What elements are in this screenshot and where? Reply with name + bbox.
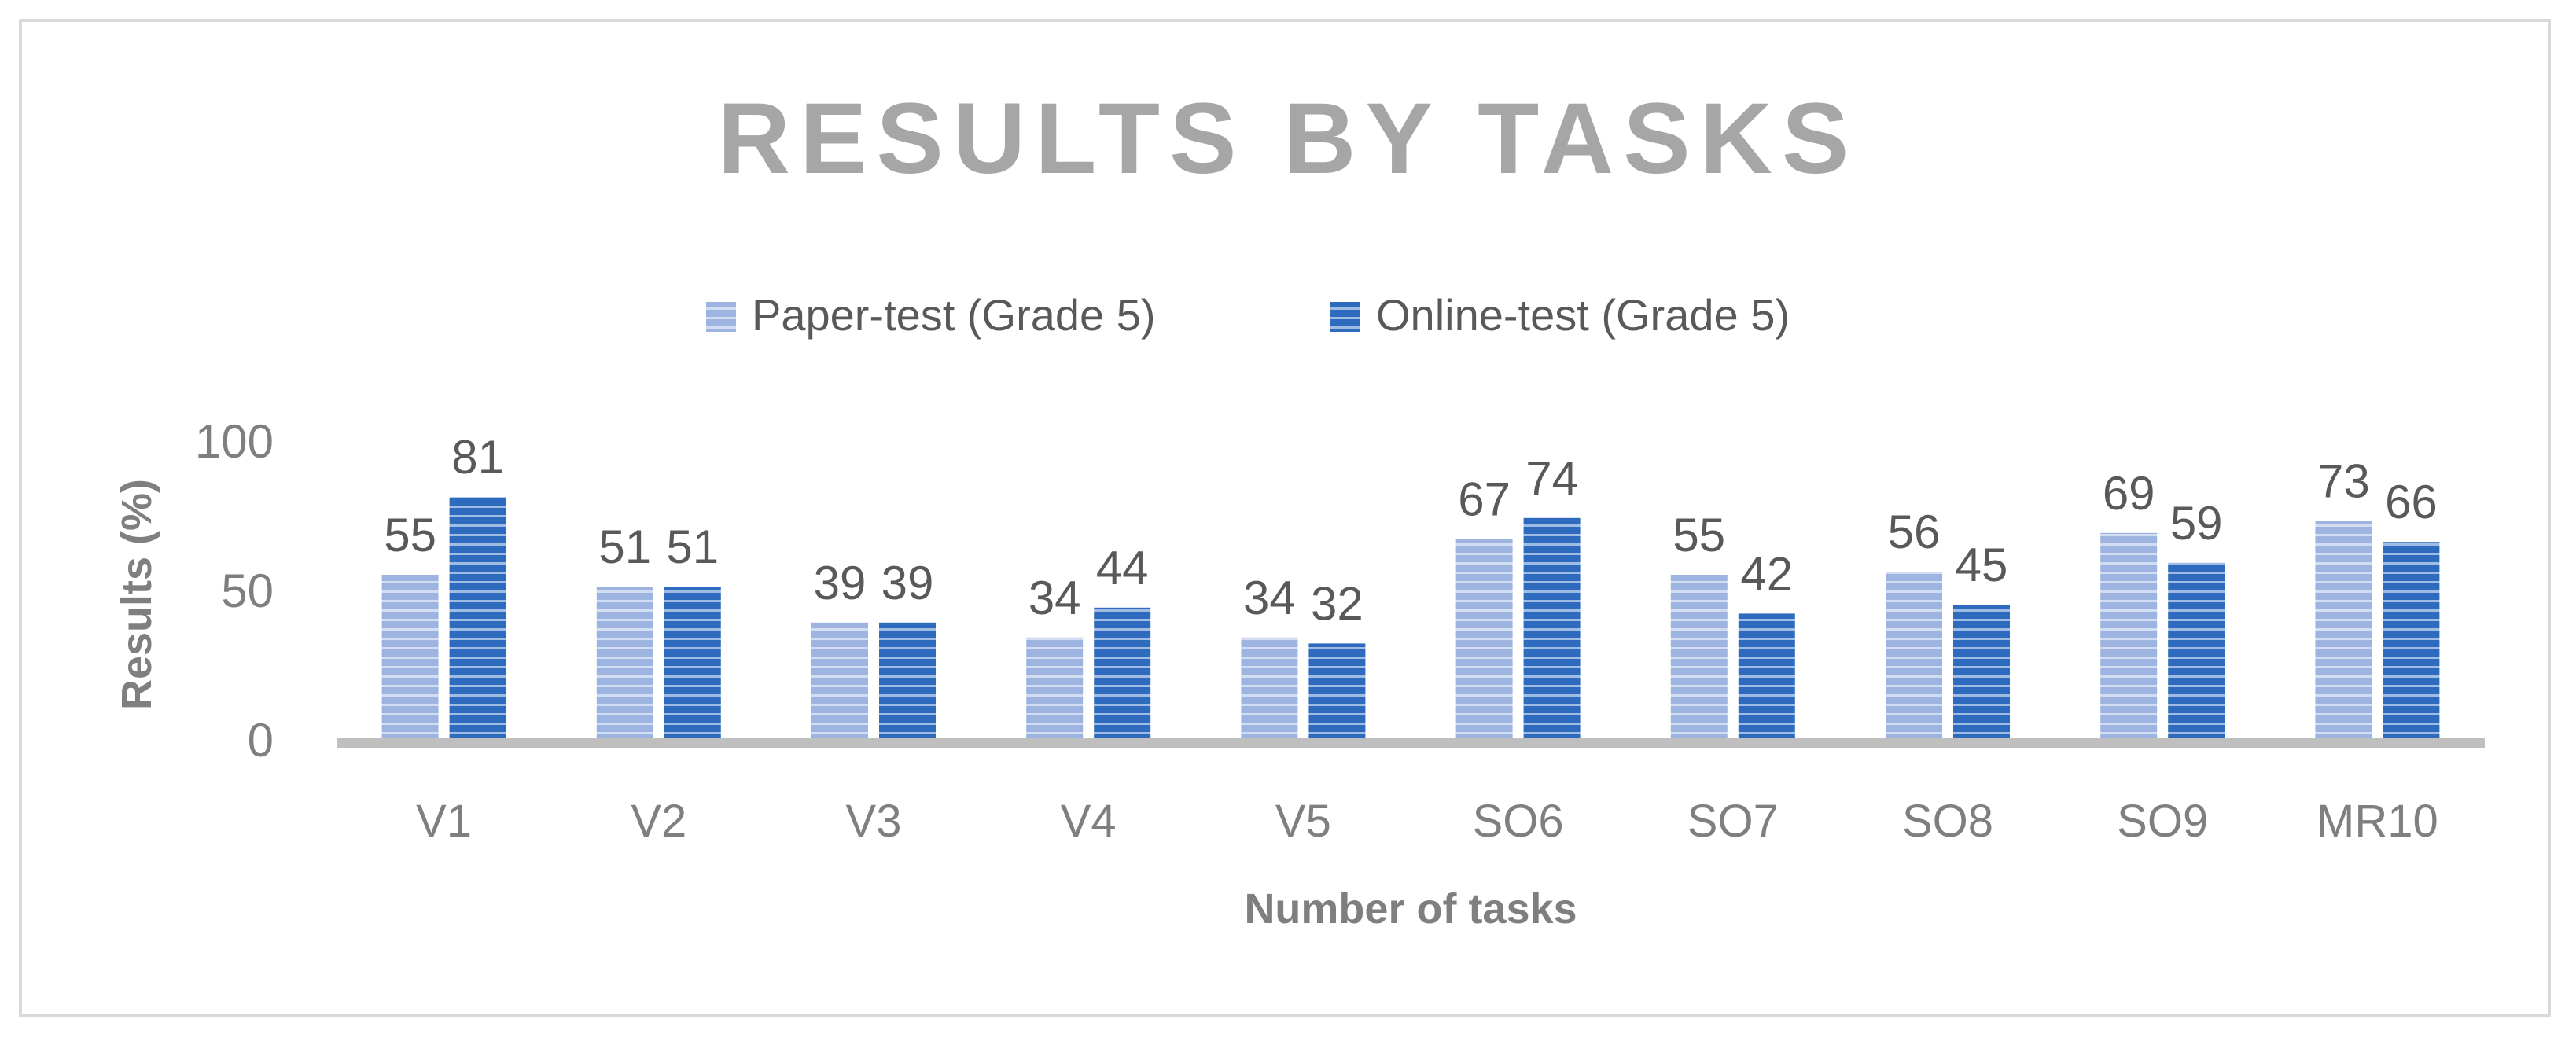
bar-online-SO9 bbox=[2168, 562, 2225, 739]
data-label-paper-SO9: 69 bbox=[2103, 467, 2155, 520]
bar-paper-V5 bbox=[1241, 637, 1298, 739]
x-tick-label: V1 bbox=[416, 796, 472, 847]
data-label-paper-V1: 55 bbox=[384, 509, 436, 561]
bar-online-V5 bbox=[1308, 643, 1366, 739]
data-label-paper-SO6: 67 bbox=[1458, 473, 1511, 525]
x-tick-label: SO6 bbox=[1473, 796, 1564, 847]
data-label-online-V3: 39 bbox=[881, 557, 934, 609]
data-label-paper-V5: 34 bbox=[1243, 572, 1296, 624]
bar-online-SO6 bbox=[1523, 517, 1581, 739]
data-label-online-SO9: 59 bbox=[2170, 497, 2223, 550]
legend-label-online: Online-test (Grade 5) bbox=[1376, 290, 1790, 340]
bar-paper-V4 bbox=[1026, 637, 1084, 739]
data-label-paper-SO8: 56 bbox=[1888, 506, 1941, 558]
data-label-online-V4: 44 bbox=[1096, 542, 1149, 594]
data-label-paper-V2: 51 bbox=[598, 520, 651, 573]
bar-paper-MR10 bbox=[2315, 520, 2372, 739]
bar-paper-SO9 bbox=[2100, 532, 2158, 739]
legend-item-paper: Paper-test (Grade 5) bbox=[706, 290, 1156, 340]
data-label-online-SO7: 42 bbox=[1740, 547, 1793, 600]
y-tick-label: 50 bbox=[221, 565, 274, 617]
legend: Paper-test (Grade 5) Online-test (Grade … bbox=[706, 290, 1790, 340]
bar-online-V1 bbox=[449, 497, 506, 739]
x-tick-label: V3 bbox=[846, 796, 902, 847]
data-labels: 55 81 51 51 39 39 34 44 34 32 67 74 55 42 56 45 69 59 73 66 bbox=[384, 431, 2438, 630]
data-label-paper-SO7: 55 bbox=[1673, 509, 1725, 561]
data-label-paper-MR10: 73 bbox=[2317, 455, 2370, 508]
bar-online-V4 bbox=[1094, 607, 1151, 739]
bar-online-MR10 bbox=[2383, 542, 2440, 739]
legend-swatch-paper bbox=[706, 302, 736, 332]
bar-paper-V2 bbox=[596, 587, 653, 739]
y-tick-label: 100 bbox=[195, 415, 274, 468]
x-axis-title: Number of tasks bbox=[1244, 885, 1577, 932]
y-axis-ticks: 0 50 100 bbox=[195, 415, 274, 767]
data-label-paper-V3: 39 bbox=[814, 557, 867, 609]
x-tick-label: V5 bbox=[1275, 796, 1331, 847]
x-tick-label: V4 bbox=[1061, 796, 1117, 847]
data-label-online-SO8: 45 bbox=[1956, 539, 2008, 591]
x-tick-label: SO7 bbox=[1687, 796, 1779, 847]
bars bbox=[381, 497, 2440, 739]
data-label-online-V1: 81 bbox=[451, 431, 504, 484]
x-tick-label: SO8 bbox=[1902, 796, 1993, 847]
bar-paper-SO7 bbox=[1670, 575, 1728, 739]
bar-paper-V3 bbox=[811, 622, 868, 739]
x-axis-ticks: V1 V2 V3 V4 V5 SO6 SO7 SO8 SO9 MR10 bbox=[416, 796, 2438, 847]
data-label-paper-V4: 34 bbox=[1029, 572, 1081, 624]
chart-frame bbox=[19, 19, 2551, 1017]
data-label-online-V5: 32 bbox=[1311, 577, 1363, 630]
x-tick-label: V2 bbox=[631, 796, 686, 847]
legend-label-paper: Paper-test (Grade 5) bbox=[752, 290, 1156, 340]
legend-swatch-online bbox=[1330, 302, 1360, 332]
bar-paper-V1 bbox=[381, 575, 439, 739]
data-label-online-V2: 51 bbox=[666, 520, 719, 573]
y-axis-title: Results (%) bbox=[113, 479, 160, 710]
legend-item-online: Online-test (Grade 5) bbox=[1330, 290, 1790, 340]
bar-online-V2 bbox=[664, 587, 721, 739]
bar-online-V3 bbox=[879, 622, 936, 739]
y-tick-label: 0 bbox=[248, 714, 274, 767]
data-label-online-MR10: 66 bbox=[2385, 476, 2438, 528]
bar-online-SO7 bbox=[1738, 613, 1795, 739]
x-tick-label: MR10 bbox=[2317, 796, 2438, 847]
bar-online-SO8 bbox=[1953, 605, 2010, 739]
chart-title: RESULTS BY TASKS bbox=[718, 83, 1859, 195]
bar-paper-SO6 bbox=[1455, 539, 1513, 739]
data-label-online-SO6: 74 bbox=[1525, 452, 1578, 505]
x-tick-label: SO9 bbox=[2117, 796, 2208, 847]
bar-paper-SO8 bbox=[1886, 572, 1942, 739]
